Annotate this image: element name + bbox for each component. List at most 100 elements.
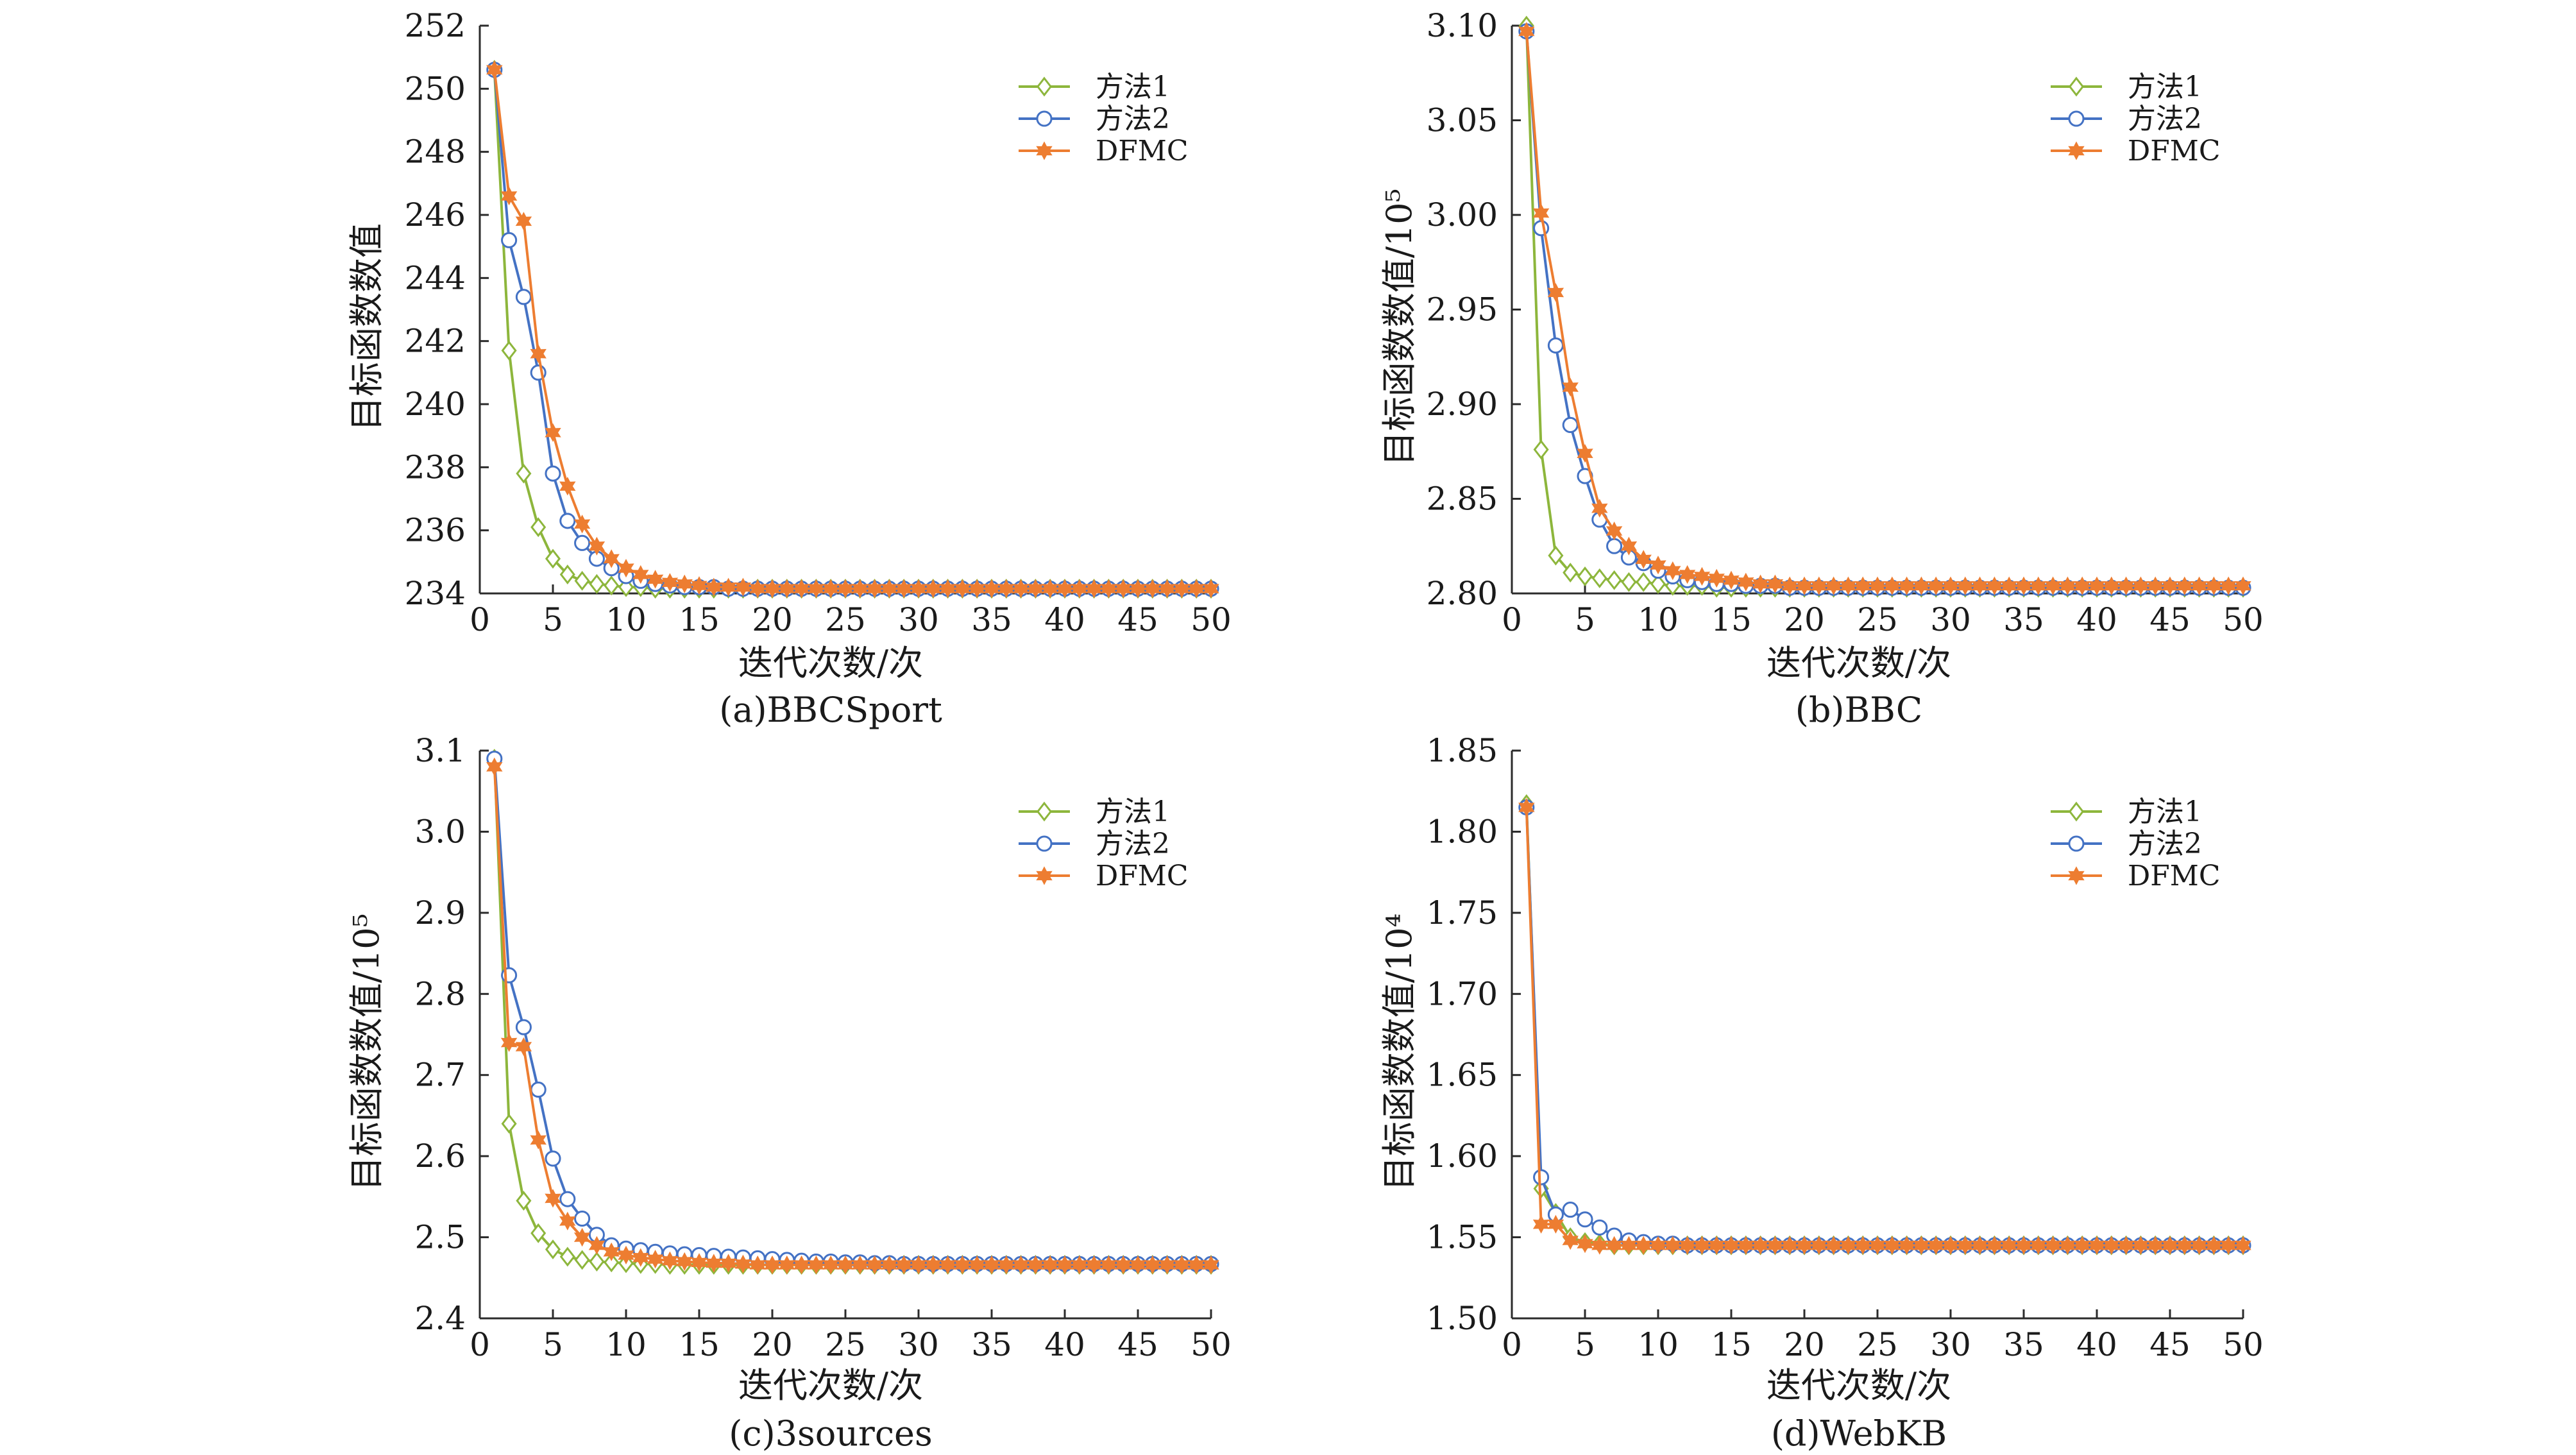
data-point [1577,1234,1593,1254]
data-point [734,577,752,597]
data-point [1533,1169,1550,1186]
data-point [1723,570,1740,590]
x-tick-label: 45 [2149,601,2190,638]
y-tick-label: 248 [405,133,466,171]
legend-label: DFMC [2128,135,2221,167]
data-point [1203,579,1219,599]
data-point [545,1189,561,1208]
x-tick-label: 10 [1638,601,1679,638]
legend-label: 方法1 [1096,796,1170,828]
data-point [1547,1214,1564,1234]
x-tick-label: 40 [1044,1326,1085,1363]
legend-item: 方法1 [2051,71,2202,103]
x-tick-label: 25 [1857,1326,1898,1363]
panel-bbcsport: (a)BBCSport 迭代次数/次 目标函数数值 0 5 10 15 20 25 30 35… [346,7,1232,730]
data-point [632,565,649,584]
panel-caption: (d)WebKB [1771,1413,1947,1454]
data-point [545,549,561,569]
data-point [559,477,576,496]
data-point [559,1211,576,1230]
y-tick-label: 2.9 [414,894,466,932]
x-tick-label: 35 [971,601,1012,638]
data-point [691,1253,708,1272]
y-tick-label: 234 [405,575,466,612]
legend-item: DFMC [1019,860,1189,892]
data-point [545,465,561,482]
y-tick-label: 1.55 [1427,1219,1498,1256]
data-point [1650,574,1666,594]
data-point [1621,572,1637,592]
x-tick-label: 20 [752,601,793,638]
x-tick-label: 50 [1191,601,1232,638]
x-tick-label: 15 [1711,1326,1752,1363]
data-point [1591,1219,1608,1236]
y-tick-label: 236 [405,512,466,549]
data-point [500,186,518,206]
data-point [604,575,620,596]
x-tick-label: 45 [1117,1326,1158,1363]
x-tick-label: 35 [971,1326,1012,1363]
y-tick-label: 2.4 [414,1300,466,1337]
x-tick-label: 40 [1044,601,1085,638]
panel-bbc: (b)BBC 迭代次数/次 目标函数数值/10⁵ 0 5 10 15 20 25 30 35 4… [1379,7,2264,730]
y-axis-label: 目标函数数值/10⁵ [346,914,387,1191]
y-tick-label: 3.10 [1427,7,1498,44]
data-point [647,1250,664,1269]
data-point [632,1248,649,1267]
y-tick-label: 2.90 [1427,386,1498,423]
legend-item: DFMC [1019,135,1189,167]
legend-label: 方法1 [2128,71,2202,103]
x-tick-label: 15 [679,601,720,638]
data-point [515,289,532,305]
data-point [647,570,664,589]
legend-item: 方法2 [1019,828,1170,860]
data-point [1650,556,1666,575]
y-tick-label: 2.7 [414,1057,466,1094]
legend-item: 方法1 [2051,796,2202,828]
x-tick-label: 25 [825,1326,866,1363]
y-tick-label: 3.00 [1427,196,1498,234]
x-tick-label: 30 [1930,1326,1971,1363]
legend-label: 方法1 [1096,71,1170,103]
legend-label: 方法2 [1096,103,1170,135]
data-point [1708,568,1725,588]
data-point [1577,566,1593,586]
data-point [661,1251,679,1270]
y-tick-label: 1.70 [1427,975,1498,1012]
data-point [604,1252,620,1273]
y-tick-label: 2.5 [414,1219,466,1256]
y-tick-label: 2.95 [1427,291,1498,328]
data-point [1562,1230,1579,1250]
data-point [530,344,547,363]
x-tick-label: 35 [2003,1326,2044,1363]
data-point [588,536,606,556]
data-point [501,232,518,248]
data-point [1577,1211,1593,1228]
data-point [516,1191,532,1211]
data-point [530,1223,547,1243]
x-tick-label: 40 [2076,601,2117,638]
data-point [1577,444,1593,463]
data-point [618,559,634,578]
y-axis-label: 目标函数数值 [346,223,387,431]
data-point [603,1242,620,1261]
legend-item: 方法2 [1019,103,1170,135]
data-point [1591,568,1607,588]
data-point [2235,576,2251,595]
data-point [2235,1236,2251,1255]
x-tick-label: 0 [1502,601,1522,638]
y-tick-label: 242 [405,323,466,360]
x-axis-label: 迭代次数/次 [738,1365,923,1406]
y-tick-label: 238 [405,448,466,486]
data-point [1547,283,1564,302]
x-tick-label: 30 [898,601,939,638]
data-point [1636,572,1652,592]
data-point [559,1191,576,1207]
y-tick-label: 2.6 [414,1137,466,1175]
x-tick-label: 5 [1575,1326,1595,1363]
data-point [515,1019,532,1035]
data-point [500,1033,518,1052]
x-tick-label: 5 [543,1326,563,1363]
x-tick-label: 25 [825,601,866,638]
legend-marker [1036,141,1053,160]
